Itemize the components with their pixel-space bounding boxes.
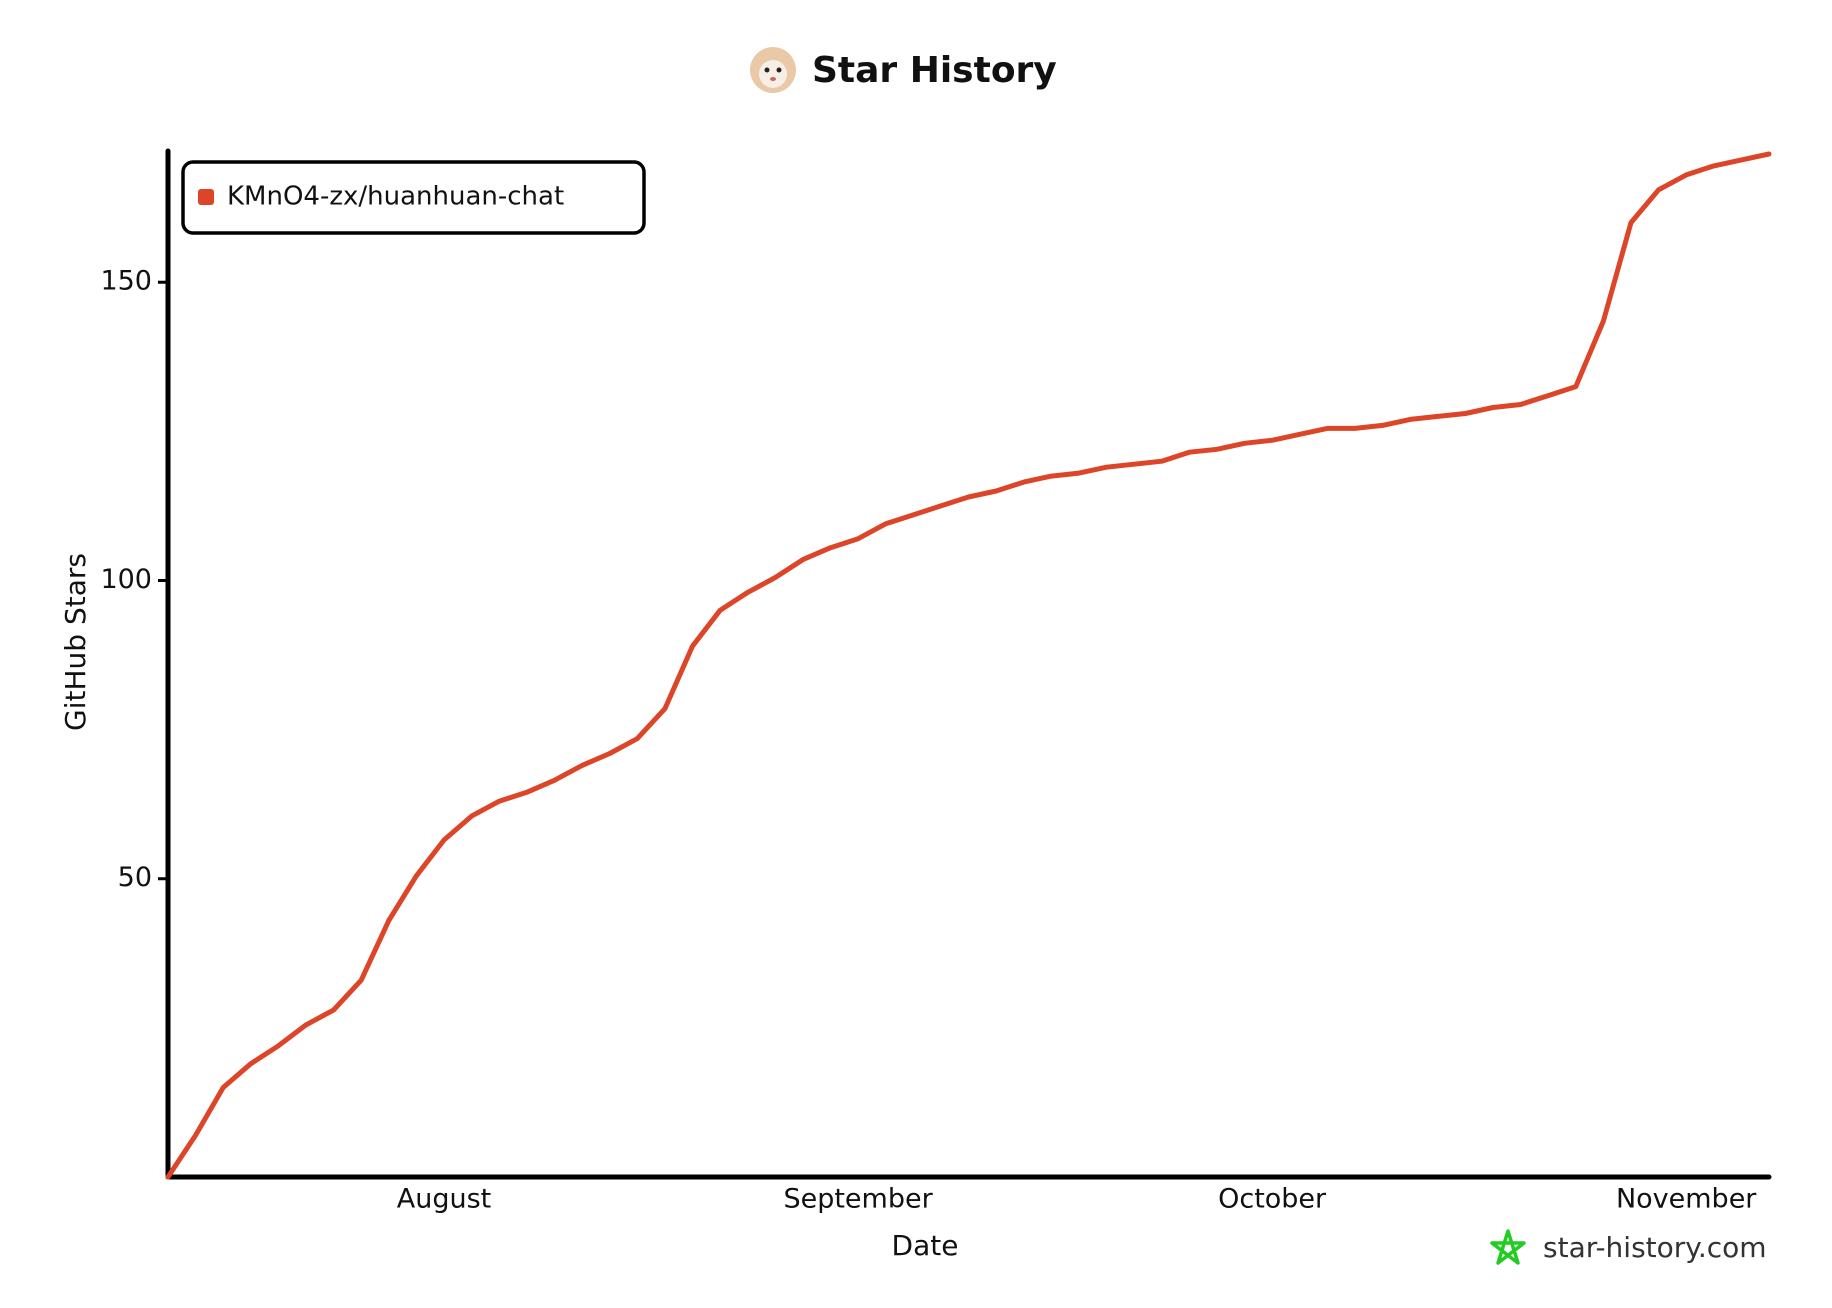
legend-box	[181, 160, 646, 235]
legend-label: KMnO4-zx/huanhuan-chat	[227, 182, 564, 212]
y-tick-label: 100	[100, 564, 152, 595]
avatar	[750, 47, 796, 93]
x-axis-title: Date	[892, 1229, 959, 1262]
y-tick-label: 150	[100, 266, 152, 297]
y-axis-title: GitHub Stars	[59, 553, 92, 731]
y-tick-label: 50	[118, 862, 152, 893]
x-tick-label: October	[1218, 1184, 1327, 1215]
x-tick-label: August	[397, 1184, 492, 1215]
legend-swatch	[198, 189, 214, 205]
x-tick-label: November	[1616, 1184, 1757, 1215]
watermark: star-history.com	[1543, 1231, 1767, 1264]
series-line	[165, 151, 1772, 1180]
chart-title: Star History	[812, 50, 1057, 91]
x-tick-label: September	[783, 1184, 933, 1215]
watermark-icon	[1490, 1229, 1526, 1265]
